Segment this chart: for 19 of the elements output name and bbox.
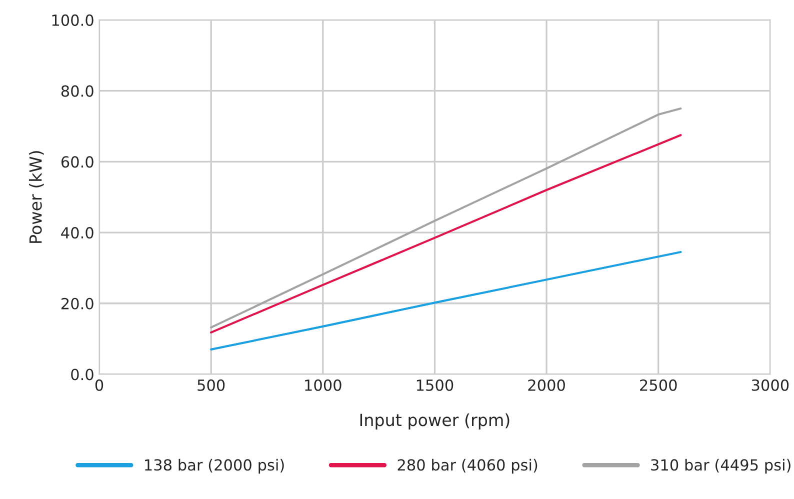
x-tick-label: 3000 xyxy=(752,379,789,391)
y-axis-title: Power (kW) xyxy=(28,151,44,243)
y-tick-label: 0.0 xyxy=(71,368,94,380)
line-series xyxy=(210,250,682,350)
x-tick-label: 1500 xyxy=(416,379,454,391)
x-tick-label: 2000 xyxy=(528,379,565,391)
y-tick-label: 60.0 xyxy=(61,156,94,168)
x-tick-label: 500 xyxy=(198,379,225,391)
y-tick-label: 20.0 xyxy=(61,298,94,310)
y-tick-label: 40.0 xyxy=(61,227,94,239)
legend-label: 310 bar (4495 psi) xyxy=(651,458,790,474)
x-tick-label: 1000 xyxy=(305,379,342,391)
y-tick-label: 80.0 xyxy=(61,85,94,97)
x-axis-title: Input power (rpm) xyxy=(360,413,510,430)
legend-label: 280 bar (4060 psi) xyxy=(398,458,538,474)
x-tick-label: 0 xyxy=(95,379,104,391)
legend-label: 138 bar (2000 psi) xyxy=(145,458,284,474)
x-tick-label: 2500 xyxy=(640,379,677,391)
y-tick-label: 100.0 xyxy=(52,14,94,26)
